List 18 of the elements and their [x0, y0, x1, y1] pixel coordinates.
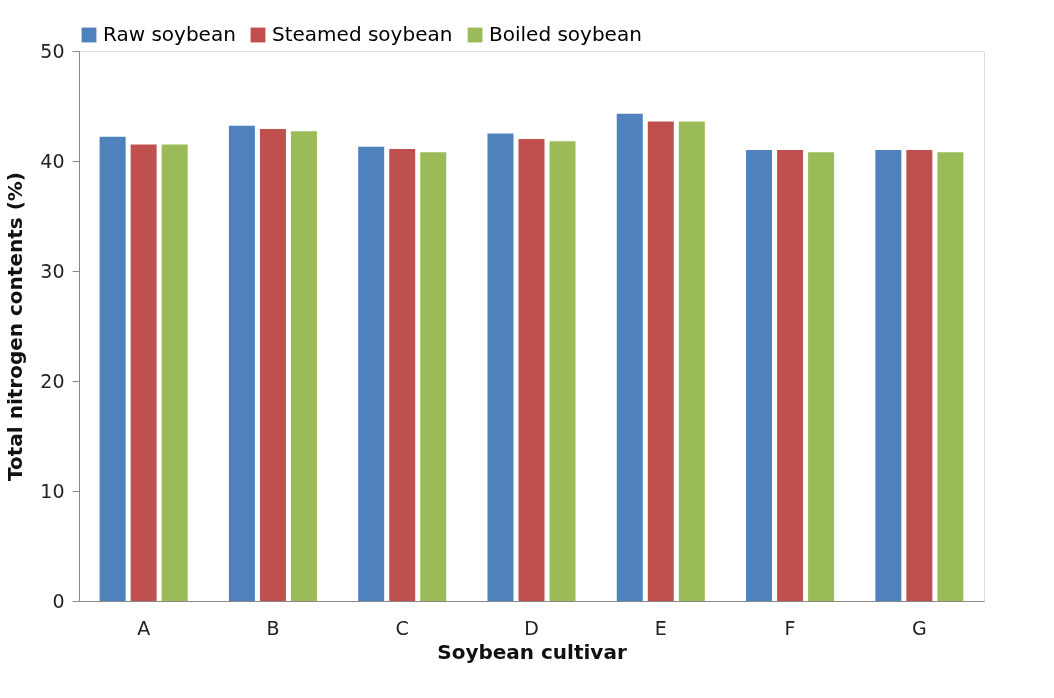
- y-tick-label: 30: [40, 259, 65, 282]
- x-axis-title: Soybean cultivar: [437, 639, 627, 664]
- y-axis-title: Total nitrogen contents (%): [3, 172, 28, 481]
- y-tick-label: 0: [52, 589, 65, 612]
- x-tick-label: C: [395, 616, 409, 639]
- x-tick-label: B: [266, 616, 280, 639]
- x-tick-label: D: [524, 616, 539, 639]
- x-tick-label: E: [654, 616, 667, 639]
- y-tick-label: 10: [40, 479, 65, 502]
- y-tick-label: 50: [40, 39, 65, 62]
- legend-label: Raw soybean: [103, 22, 236, 46]
- y-tick-label: 40: [40, 149, 65, 172]
- x-tick-label: F: [784, 616, 796, 639]
- x-tick-label: G: [911, 616, 927, 639]
- x-tick-label: A: [137, 616, 151, 639]
- legend-label: Steamed soybean: [272, 22, 453, 46]
- legend-label: Boiled soybean: [489, 22, 642, 46]
- y-tick-label: 20: [40, 369, 65, 392]
